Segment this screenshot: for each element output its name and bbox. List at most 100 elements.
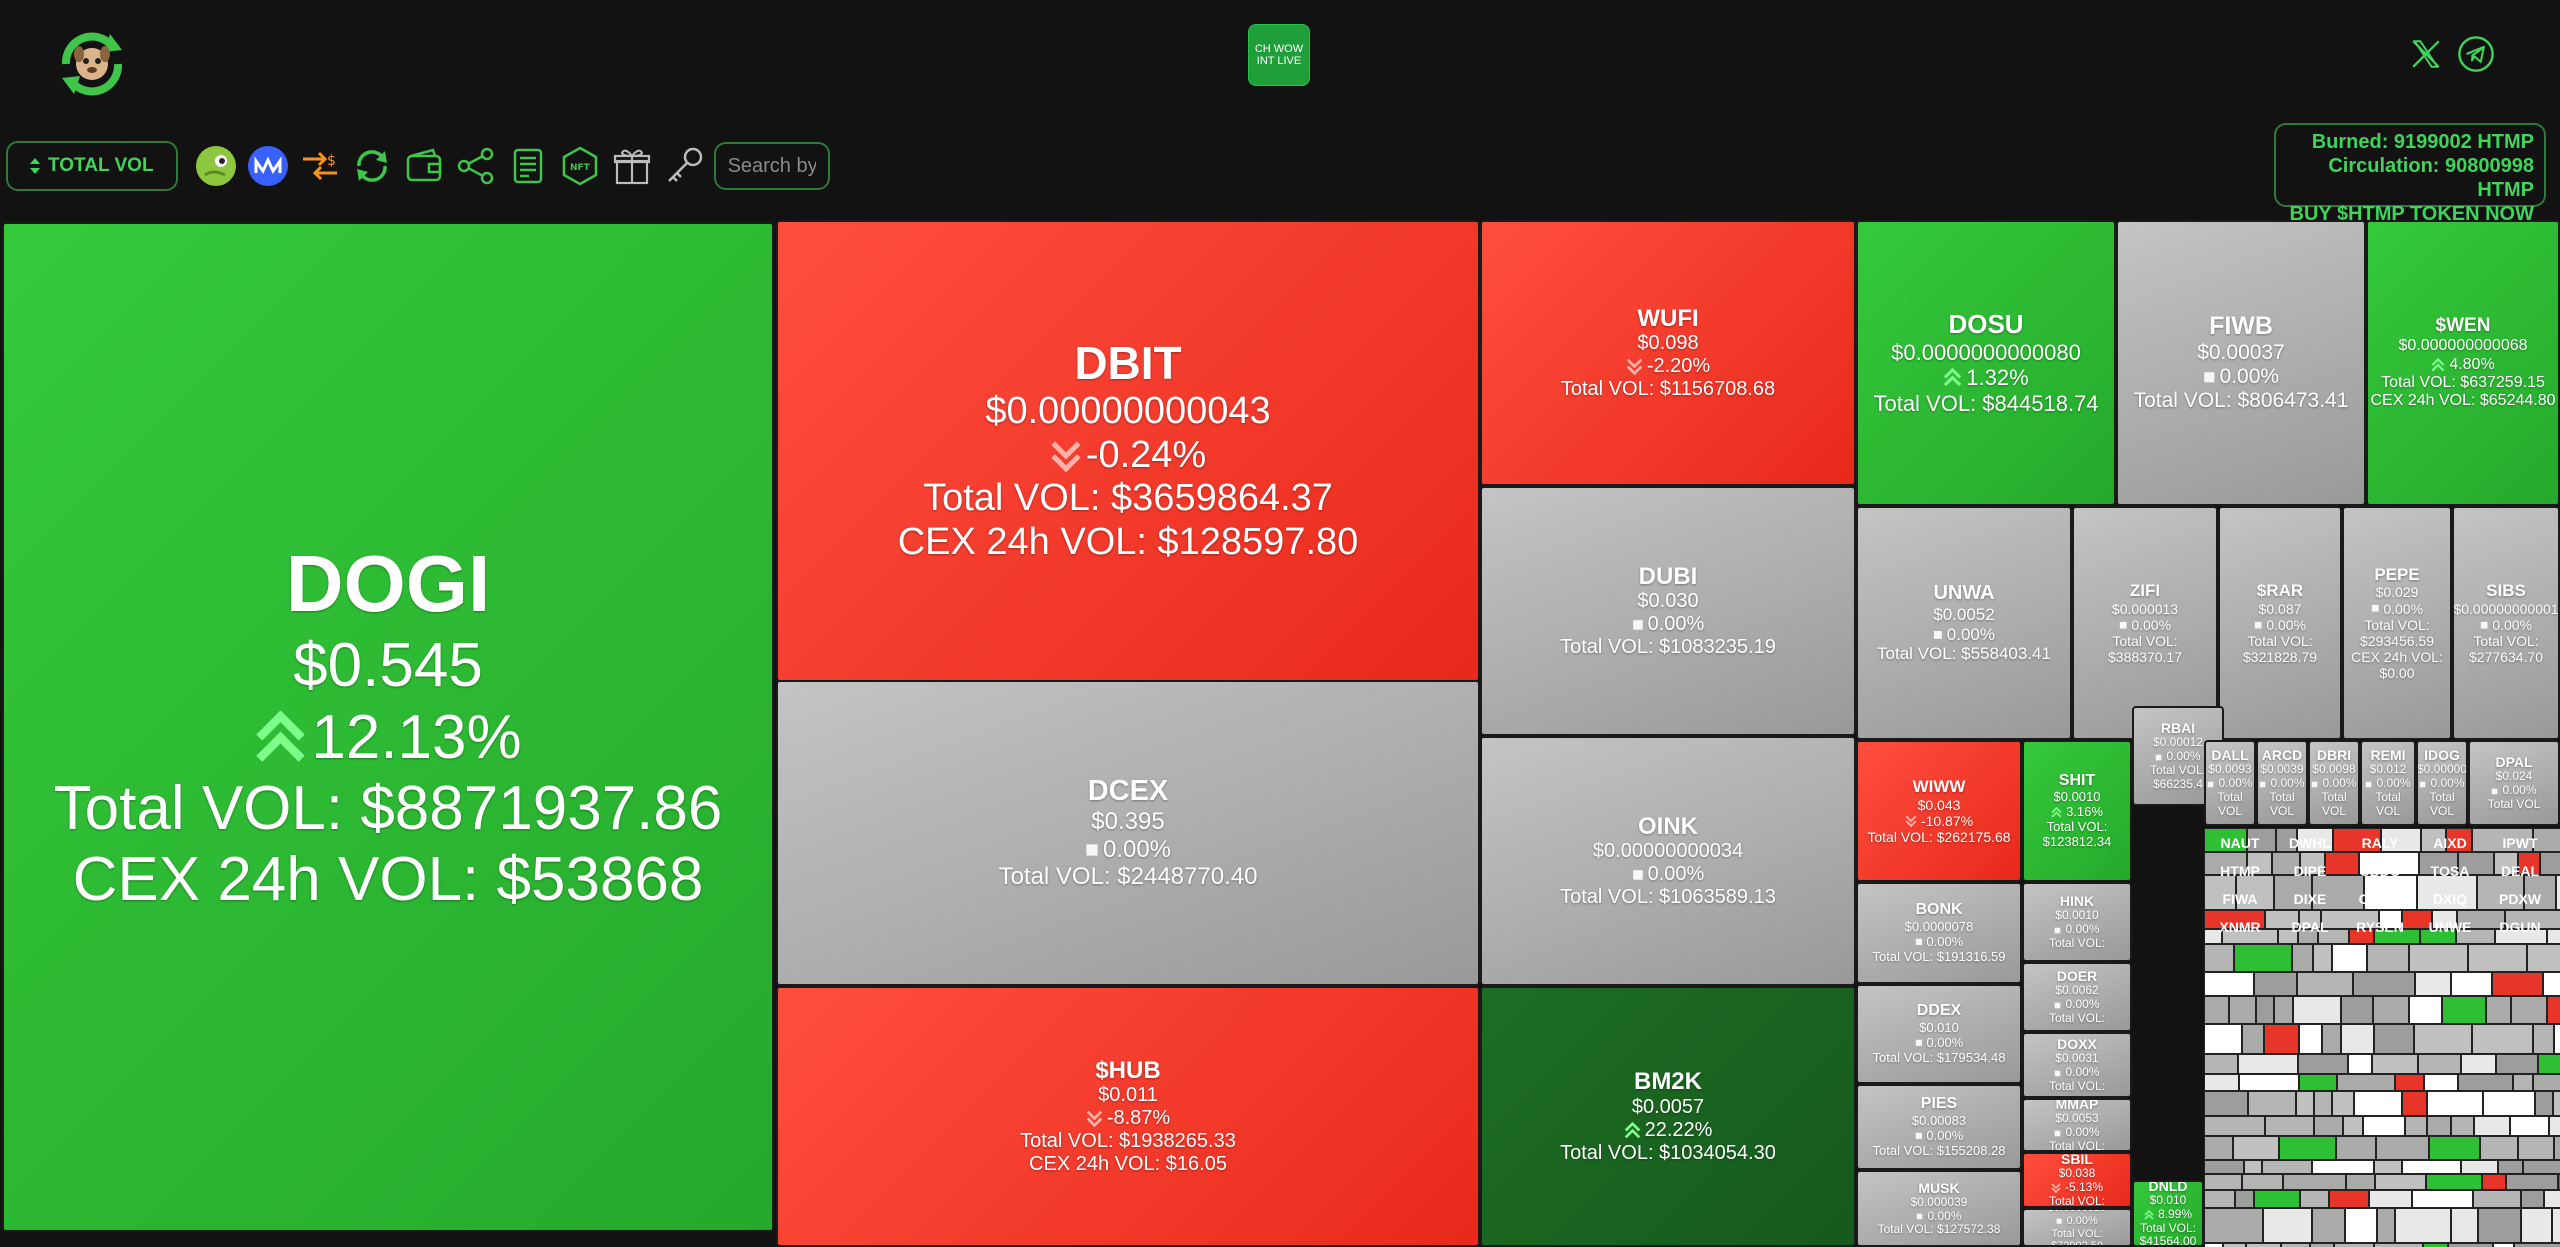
mini-tile[interactable] <box>2204 852 2247 875</box>
mini-tile[interactable] <box>2533 1074 2560 1091</box>
mini-tile[interactable] <box>2486 996 2511 1024</box>
mini-tile[interactable] <box>2369 1190 2412 1208</box>
mini-tile[interactable] <box>2473 1190 2521 1208</box>
mini-tile[interactable] <box>2204 1208 2263 1243</box>
mini-tile[interactable] <box>2246 1243 2281 1247</box>
wallet-icon[interactable] <box>402 144 446 188</box>
mini-tile[interactable] <box>2337 1074 2395 1091</box>
mini-tile[interactable] <box>2247 852 2272 875</box>
mini-tile[interactable] <box>2421 828 2446 852</box>
mini-tile[interactable] <box>2242 1024 2264 1054</box>
mini-tile[interactable] <box>2415 972 2451 996</box>
mini-tile[interactable] <box>2496 1054 2538 1074</box>
mini-tile[interactable] <box>2239 1074 2299 1091</box>
site-logo[interactable] <box>52 28 132 100</box>
mini-tile[interactable] <box>2204 944 2234 972</box>
tile-dbri[interactable]: DBRI $0.0098 0.00% Total VOL <box>2308 740 2360 826</box>
mini-tile[interactable] <box>2514 1243 2560 1247</box>
mini-tile[interactable] <box>2547 929 2560 944</box>
mini-tile[interactable] <box>2427 1116 2451 1136</box>
mini-tile[interactable] <box>2322 1024 2341 1054</box>
mini-tile[interactable] <box>2478 1208 2521 1243</box>
mini-tile[interactable] <box>2549 1116 2560 1136</box>
mini-tile[interactable] <box>2461 1054 2496 1074</box>
mini-tile[interactable] <box>2234 944 2292 972</box>
mini-tile[interactable] <box>2293 996 2341 1024</box>
tile-doxx[interactable]: DOXX $0.0031 0.00% Total VOL: <box>2022 1032 2132 1098</box>
mini-tile[interactable] <box>2477 875 2524 910</box>
mini-tile[interactable] <box>2313 944 2332 972</box>
mini-tile[interactable] <box>2505 910 2560 929</box>
mini-tile[interactable] <box>2325 852 2359 875</box>
mini-tile[interactable] <box>2395 1074 2424 1091</box>
mini-tile[interactable] <box>2298 929 2318 944</box>
tile-dpal[interactable]: DPAL $0.024 0.00% Total VOL <box>2468 740 2560 826</box>
mini-tile[interactable] <box>2461 1160 2498 1174</box>
mini-tile[interactable] <box>2204 972 2254 996</box>
mini-tile[interactable] <box>2405 1116 2427 1136</box>
key-icon[interactable] <box>662 144 706 188</box>
document-icon[interactable] <box>506 144 550 188</box>
mini-tile[interactable] <box>2427 1091 2483 1116</box>
mini-tile[interactable] <box>2204 828 2247 852</box>
mini-tile[interactable] <box>2523 1160 2560 1174</box>
mini-tile[interactable] <box>2332 1091 2354 1116</box>
mini-tile[interactable] <box>2527 944 2560 972</box>
mini-tile[interactable] <box>2321 910 2379 929</box>
mini-tile[interactable] <box>2414 1024 2472 1054</box>
mini-tile[interactable] <box>2547 996 2560 1024</box>
token-info-panel[interactable]: Burned: 9199002 HTMP Circulation: 908009… <box>2274 123 2546 225</box>
mini-tile[interactable] <box>2480 1136 2518 1160</box>
mini-tile[interactable] <box>2521 1190 2544 1208</box>
mini-tile[interactable] <box>2265 1116 2314 1136</box>
mini-tile[interactable] <box>2374 1024 2414 1054</box>
mini-tile[interactable] <box>2402 1160 2461 1174</box>
mini-tile[interactable] <box>2409 944 2468 972</box>
mini-tile[interactable] <box>2341 1024 2374 1054</box>
tile-pepe[interactable]: PEPE $0.029 0.00% Total VOL: $293456.59 CEX … <box>2342 506 2452 740</box>
coinmarketcap-icon[interactable] <box>246 144 290 188</box>
mini-tile[interactable] <box>2204 1190 2235 1208</box>
mini-tile[interactable] <box>2256 996 2274 1024</box>
mini-tile[interactable] <box>2426 1174 2482 1190</box>
mini-tile[interactable] <box>2429 1136 2480 1160</box>
mini-tile[interactable] <box>2299 1074 2337 1091</box>
mini-tile[interactable] <box>2377 1208 2395 1243</box>
mini-tile[interactable] <box>2332 944 2367 972</box>
tile-doer[interactable]: DOER $0.0062 0.00% Total VOL: <box>2022 962 2132 1032</box>
mini-tile[interactable] <box>2418 1054 2461 1074</box>
mini-tile[interactable] <box>2359 852 2419 875</box>
tile-wen[interactable]: $WEN $0.000000000068 4.80% Total VOL: $6372… <box>2366 220 2560 506</box>
mini-tile[interactable] <box>2292 944 2313 972</box>
mini-tile[interactable] <box>2349 929 2374 944</box>
mini-tile[interactable] <box>2204 1054 2238 1074</box>
mini-tile[interactable] <box>2374 1243 2423 1247</box>
search-input[interactable] <box>713 142 830 190</box>
gift-icon[interactable] <box>610 144 654 188</box>
mini-tile[interactable] <box>2236 875 2274 910</box>
mini-tile[interactable] <box>2451 1208 2478 1243</box>
mini-tile[interactable] <box>2299 910 2321 929</box>
mini-tile[interactable] <box>2374 1160 2402 1174</box>
mini-tile[interactable] <box>2424 1074 2458 1091</box>
mini-tile[interactable] <box>2456 929 2495 944</box>
mini-tile[interactable] <box>2451 1116 2474 1136</box>
swap-icon[interactable]: $ <box>298 144 342 188</box>
mini-tile[interactable] <box>2341 996 2373 1024</box>
mini-tile[interactable] <box>2374 929 2420 944</box>
mini-tile[interactable] <box>2276 828 2297 852</box>
mini-tile[interactable] <box>2310 1243 2334 1247</box>
tile-last[interactable]: $0.0000016 0.00% Total VOL: $72992.50 <box>2022 1208 2132 1247</box>
tile-shit[interactable]: SHIT $0.0010 3.16% Total VOL: $123812.34 <box>2022 740 2132 882</box>
mini-tile[interactable] <box>2395 1208 2451 1243</box>
mini-tile[interactable] <box>2468 944 2527 972</box>
nft-icon[interactable]: NFT <box>558 144 602 188</box>
tile-zifi[interactable]: ZIFI $0.000013 0.00% Total VOL: $388370.17 <box>2072 506 2218 740</box>
tile-oink[interactable]: OINK $0.00000000034 0.00% Total VOL: $10635… <box>1480 736 1856 986</box>
mini-tile[interactable] <box>2518 852 2540 875</box>
mini-tile[interactable] <box>2264 1024 2299 1054</box>
mini-tile[interactable] <box>2238 1054 2298 1074</box>
mini-tile[interactable] <box>2283 1174 2346 1190</box>
mini-tile[interactable] <box>2483 1091 2535 1116</box>
tile-arcd[interactable]: ARCD $0.0039 0.00% Total VOL <box>2256 740 2308 826</box>
